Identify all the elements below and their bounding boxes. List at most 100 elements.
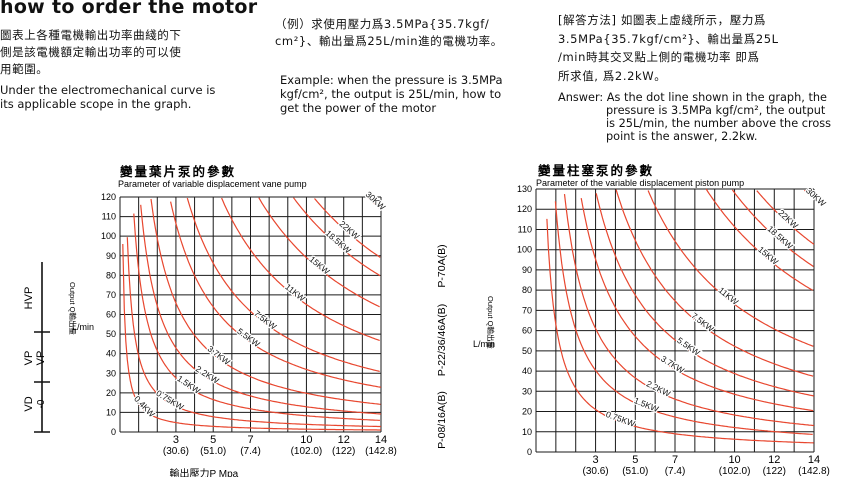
p22-label: P-22/36/46A(B) [436, 304, 448, 376]
power-curve [804, 189, 813, 199]
power-curve [546, 218, 814, 444]
x-tick-sublabel: (51.0) [200, 446, 226, 457]
power-curve [150, 198, 381, 405]
power-curve [615, 189, 814, 377]
solution-cn-line: /min時其交叉點上側的電機功率 即爲 [558, 50, 760, 64]
solution-cn-line: 所求值, 爲2.2kW。 [558, 68, 667, 83]
solution-en-line: point is the answer, 2.2kw. [606, 130, 758, 143]
y-tick-label: 30 [522, 386, 532, 396]
power-curve [595, 193, 814, 397]
x-tick-label: 10 [300, 434, 312, 446]
x-tick-sublabel: (102.0) [719, 466, 751, 477]
curve-label: 30KW [364, 189, 388, 212]
y-tick-label: 0 [111, 427, 116, 437]
intro-en: Under the electromechanical curve is its… [0, 83, 270, 111]
example-en-line: get the power of the motor [280, 101, 437, 115]
power-curve [122, 243, 381, 431]
y-tick-label: 40 [522, 366, 532, 376]
y-tick-label: 70 [106, 290, 116, 300]
vd-label: VD [23, 396, 35, 411]
y-tick-label: 110 [102, 212, 116, 222]
y-tick-label: 80 [522, 285, 532, 295]
power-curve [186, 197, 380, 372]
power-curve [731, 189, 814, 267]
y-tick-label: 10 [522, 427, 532, 437]
y-tick-label: 130 [517, 184, 532, 194]
x-tick-sublabel: (122) [763, 466, 786, 477]
curve-label: 11KW [717, 285, 741, 307]
power-curve [554, 201, 813, 435]
output-axis-label-2: Output Q輸出量 [486, 296, 496, 349]
x-tick-label: 10 [728, 454, 740, 466]
x-tick-label: 12 [768, 454, 780, 466]
x-tick-sublabel: (102.0) [291, 446, 323, 457]
solution-en-line: pressure is 3.5MPa kgf/cm², the output [606, 104, 826, 117]
curve-label: 3.7KW [659, 353, 686, 375]
hvp-label: HVP [23, 287, 35, 310]
chart-title: 變量葉片泵的參數 [119, 164, 236, 179]
y-tick-label: 80 [106, 270, 116, 280]
x-tick-label: 12 [338, 434, 350, 446]
example-cn-line: （例）求使用壓力爲3.5MPa{35.7kgf/ [275, 17, 490, 31]
y-tick-label: 50 [522, 346, 532, 356]
x-tick-sublabel: (122) [332, 446, 355, 457]
x-tick-sublabel: (30.6) [163, 446, 189, 457]
example-en-line: kgf/cm², the output is 25L/min, how to [280, 87, 502, 101]
p70-label: P-70A(B) [436, 244, 448, 287]
intro-en-line: its applicable scope in the graph. [0, 97, 192, 111]
lmin-label: L/min [72, 322, 94, 332]
solution-cn-line: 3.5MPa{35.7kgf/cm²}、輸出量爲25L [558, 31, 779, 46]
power-curve [126, 237, 381, 428]
curve-label: 11KW [283, 282, 307, 304]
power-curve [221, 197, 380, 342]
y-tick-label: 0 [527, 447, 532, 457]
y-tick-label: 30 [106, 368, 116, 378]
curve-label: 2.2KW [194, 364, 221, 386]
x-tick-sublabel: (30.6) [583, 466, 609, 477]
solution-cn-line: [解答方法] 如圖表上虛綫所示，壓力爲 [558, 13, 767, 27]
curve-label: 0.4KW [132, 394, 157, 419]
curve-label: 3.7KW [206, 343, 232, 366]
side-scale: HVP VP VP VD -0 [23, 262, 50, 433]
power-curve [580, 197, 814, 412]
y-tick-label: 100 [101, 231, 116, 241]
x-tick-label: 3 [173, 434, 179, 446]
power-curve [140, 204, 381, 415]
x-tick-label: 14 [808, 454, 820, 466]
intro-cn-line: 側是該電機額定輸出功率的可以使 [0, 45, 182, 59]
y-tick-label: 90 [106, 251, 116, 261]
power-curve [293, 197, 381, 277]
x-tick-label: 7 [247, 434, 253, 446]
y-tick-label: 60 [522, 326, 532, 336]
x-tick-label: 7 [672, 454, 678, 466]
y-tick-label: 120 [101, 192, 116, 202]
power-curve [133, 213, 380, 421]
y-tick-label: 120 [517, 204, 532, 214]
y-tick-label: 90 [522, 265, 532, 275]
lmin-label-2: L/min [473, 339, 495, 349]
power-curve [258, 197, 380, 308]
curve-label: 5.5KW [675, 335, 702, 358]
y-tick-label: 70 [522, 305, 532, 315]
power-curve [563, 194, 814, 427]
vp-label: VP [23, 351, 35, 366]
solution-en: Answer: As the dot line shown in the gra… [558, 91, 842, 143]
power-curve [170, 201, 382, 388]
x-tick-sublabel: (51.0) [622, 466, 648, 477]
x-tick-label: 14 [375, 434, 387, 446]
example-en-line: Example: when the pressure is 3.5MPa [280, 73, 503, 87]
power-curve [705, 188, 813, 291]
x-tick-sublabel: (142.8) [798, 466, 830, 477]
example-cn: （例）求使用壓力爲3.5MPa{35.7kgf/ cm²}、輸出量爲25L/mi… [275, 16, 540, 50]
p08-label: P-08/16A(B) [436, 391, 448, 449]
power-curve [756, 190, 815, 245]
x-tick-sublabel: (142.8) [365, 446, 397, 457]
y-tick-label: 10 [106, 407, 116, 417]
chart-title: 變量柱塞泵的參數 [537, 163, 654, 178]
output-axis-label: Output Q輸出量 [68, 282, 78, 335]
y-tick-label: 20 [522, 407, 532, 417]
y-tick-label: 40 [106, 349, 116, 359]
solution-en-line: is 25L/min, the number above the cross [606, 117, 832, 130]
